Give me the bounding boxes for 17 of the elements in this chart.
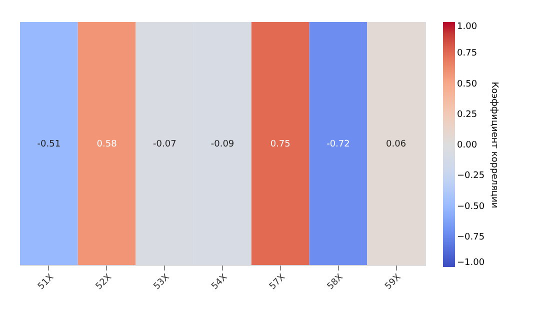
data-label: -0.72 xyxy=(326,140,350,150)
data-label: 0.58 xyxy=(96,140,118,150)
color-bar-title: Коэффициент корреляции xyxy=(489,82,499,208)
color-bar-label: 0.25 xyxy=(457,110,478,120)
color-bar-label: 1.00 xyxy=(457,22,478,32)
data-label: -0.51 xyxy=(37,140,61,150)
color-bar-label: −0.75 xyxy=(457,232,485,242)
data-label: -0.09 xyxy=(210,140,234,150)
color-bar-label: −1.00 xyxy=(457,258,485,268)
data-label: 0.75 xyxy=(270,140,290,150)
data-label: -0.07 xyxy=(152,140,176,150)
color-bar-label: 0.00 xyxy=(457,140,478,150)
data-label: 0.06 xyxy=(386,140,406,150)
color-bar-label: −0.25 xyxy=(457,171,485,182)
color-bar-label: 0.50 xyxy=(457,79,478,90)
color-bar-label: −0.50 xyxy=(457,202,485,212)
color-bar-label: 0.75 xyxy=(457,48,478,59)
